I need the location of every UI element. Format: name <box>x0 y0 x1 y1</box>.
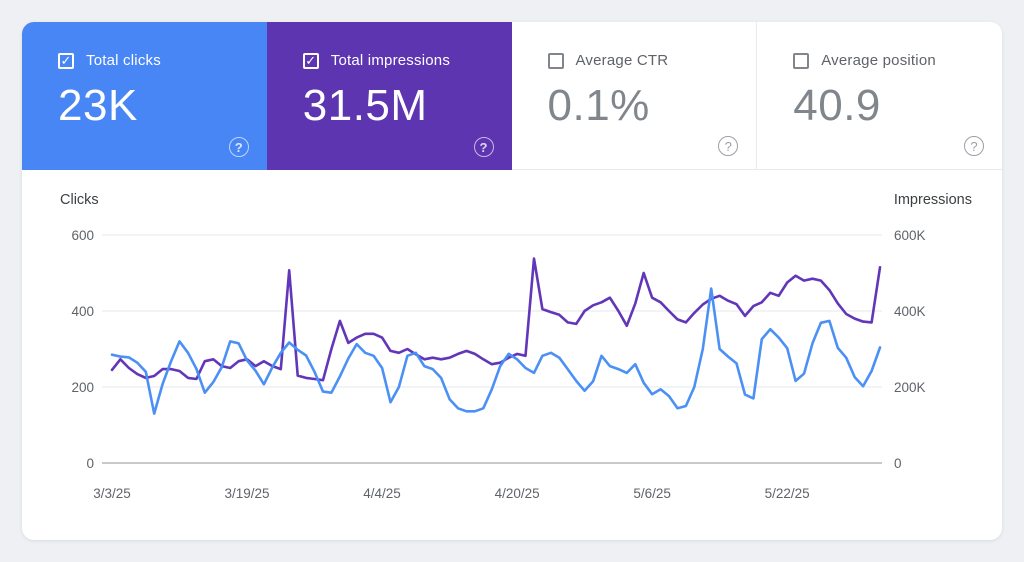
total-impressions-value: 31.5M <box>302 81 428 130</box>
x-axis-date-label: 4/4/25 <box>363 486 401 501</box>
average-position-checkbox[interactable] <box>793 52 810 69</box>
total-clicks-line <box>110 287 882 415</box>
right-axis-tick-label: 0 <box>894 456 902 471</box>
performance-chart: 600 600K 400 400K 200 200K 0 0 3/3/25 3/19/25 4/4/… <box>71 228 926 501</box>
right-axis-tick-label: 400K <box>894 304 926 319</box>
metric-card-average-position[interactable]: Average position 40.9 ? <box>756 22 1002 170</box>
x-axis-date-label: 3/19/25 <box>225 486 270 501</box>
total-impressions-checkbox-row: ✓ Total impressions <box>302 52 512 69</box>
help-icon[interactable]: ? <box>718 136 739 156</box>
left-axis-title: Clicks <box>60 192 99 208</box>
total-clicks-checkbox-row: ✓ Total clicks <box>58 52 267 69</box>
average-ctr-checkbox[interactable] <box>547 52 564 69</box>
average-position-label: Average position <box>821 52 936 69</box>
total-impressions-checkbox[interactable]: ✓ <box>302 52 319 69</box>
chart-section: Clicks Impressions 600 600K 400 400K 200 200K… <box>22 170 1002 510</box>
right-axis-tick-label: 600K <box>894 228 926 243</box>
x-axis-date-label: 5/6/25 <box>633 486 671 501</box>
x-axis-date-label: 5/22/25 <box>765 486 810 501</box>
metric-card-total-clicks[interactable]: ✓ Total clicks 23K ? <box>22 22 267 170</box>
total-impressions-line <box>110 257 882 382</box>
right-axis-title: Impressions <box>893 192 972 208</box>
average-ctr-label: Average CTR <box>575 52 669 69</box>
left-axis-tick-label: 0 <box>86 456 94 471</box>
average-position-checkbox-row: Average position <box>793 52 1002 69</box>
x-axis-date-label: 3/3/25 <box>93 486 131 501</box>
total-clicks-label: Total clicks <box>86 52 161 69</box>
average-ctr-checkbox-row: Average CTR <box>547 52 757 69</box>
performance-widget: ✓ Total clicks 23K ? ✓ Total impressions… <box>22 22 1002 540</box>
metric-cards-row: ✓ Total clicks 23K ? ✓ Total impressions… <box>22 22 1002 170</box>
metric-card-total-impressions[interactable]: ✓ Total impressions 31.5M ? <box>266 22 512 170</box>
right-axis-tick-label: 200K <box>894 380 926 395</box>
left-axis-tick-label: 200 <box>71 380 94 395</box>
x-axis-date-label: 4/20/25 <box>495 486 540 501</box>
average-ctr-value: 0.1% <box>547 81 650 130</box>
left-axis-tick-label: 400 <box>71 304 94 319</box>
average-position-value: 40.9 <box>793 81 881 130</box>
total-impressions-label: Total impressions <box>330 52 451 69</box>
help-icon[interactable]: ? <box>964 136 984 156</box>
help-icon[interactable]: ? <box>473 137 494 157</box>
left-axis-tick-label: 600 <box>71 228 94 243</box>
metric-card-average-ctr[interactable]: Average CTR 0.1% ? <box>511 22 757 170</box>
total-clicks-checkbox[interactable]: ✓ <box>58 52 74 69</box>
chart-axis-titles: Clicks Impressions <box>50 192 974 210</box>
help-icon[interactable]: ? <box>228 137 249 157</box>
total-clicks-value: 23K <box>58 81 138 130</box>
